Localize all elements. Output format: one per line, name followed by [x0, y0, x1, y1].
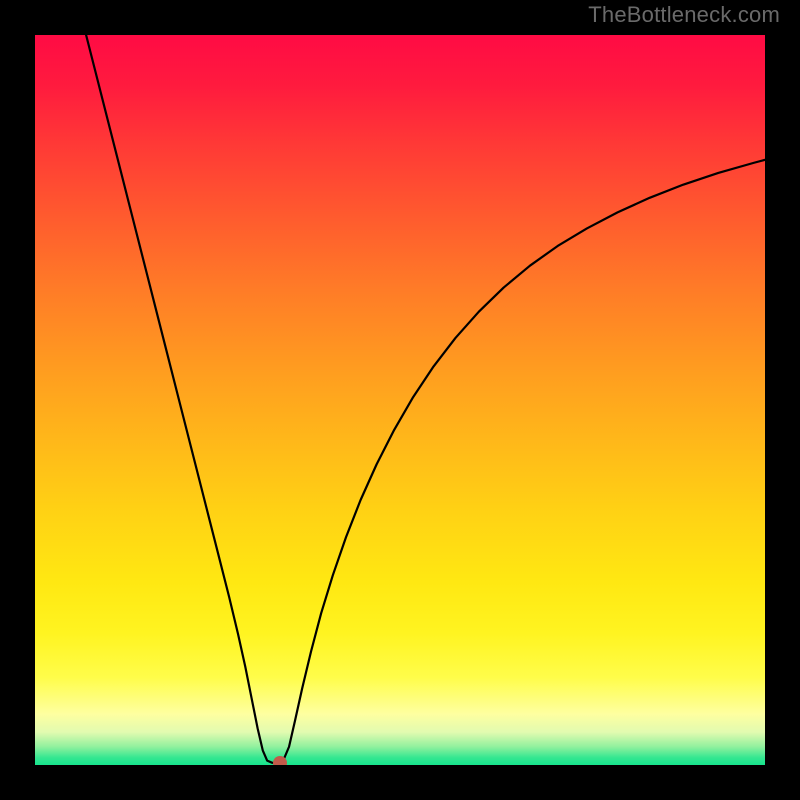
plot-area: [35, 35, 765, 765]
chart-frame: TheBottleneck.com: [0, 0, 800, 800]
watermark-text: TheBottleneck.com: [588, 2, 780, 28]
optimal-point-marker: [273, 756, 287, 765]
bottleneck-curve: [35, 35, 765, 765]
